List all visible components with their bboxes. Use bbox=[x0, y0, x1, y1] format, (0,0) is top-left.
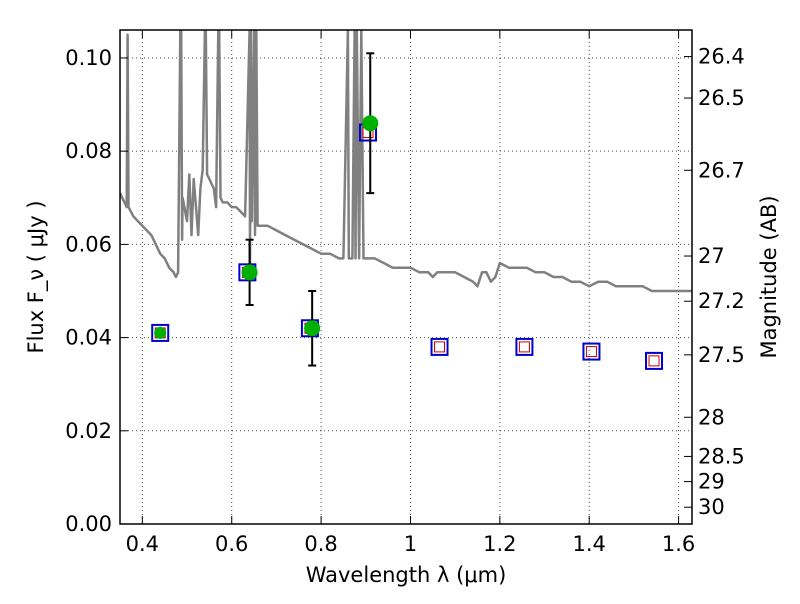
model-spectrum-line bbox=[120, 30, 692, 293]
plot-frame bbox=[119, 29, 693, 525]
model-band-marker bbox=[645, 351, 664, 370]
x-tick-label: 0.8 bbox=[304, 532, 337, 556]
right-tick-label: 28 bbox=[698, 405, 725, 429]
right-tick-label: 27 bbox=[698, 244, 725, 268]
model-band-inner-marker bbox=[648, 355, 660, 367]
observed-point bbox=[154, 326, 167, 339]
y-tick-label: 0.08 bbox=[65, 139, 112, 163]
y-tick-label: 0.00 bbox=[65, 512, 112, 536]
y-tick-label: 0.10 bbox=[65, 46, 112, 70]
x-tick-label: 1.2 bbox=[483, 532, 516, 556]
model-band-inner-marker bbox=[434, 341, 446, 353]
y-tick-label: 0.02 bbox=[65, 419, 112, 443]
right-axis-title: Magnitude (AB) bbox=[757, 195, 781, 358]
model-band-marker bbox=[430, 337, 449, 356]
right-tick-label: 26.5 bbox=[698, 86, 745, 110]
x-axis-title: Wavelength λ (μm) bbox=[306, 563, 507, 587]
y-tick-label: 0.06 bbox=[65, 232, 112, 256]
x-tick-label: 1.4 bbox=[573, 532, 606, 556]
model-band-marker bbox=[515, 337, 534, 356]
plot-area bbox=[120, 30, 692, 370]
y-axis-title: Flux F_ν ( μJy ) bbox=[24, 200, 49, 353]
right-tick-label: 28.5 bbox=[698, 444, 745, 468]
right-tick-label: 26.7 bbox=[698, 158, 745, 182]
axes: 0.4 0.6 0.8 1 1.2 1.4 1.6 0.00 0.02 0.04 0.06 0.08 0… bbox=[65, 30, 745, 556]
model-band-marker bbox=[582, 342, 601, 361]
right-tick-label: 27.5 bbox=[698, 343, 745, 367]
observed-point bbox=[362, 115, 379, 132]
model-band-marker bbox=[151, 323, 170, 342]
x-tick-label: 0.6 bbox=[215, 532, 248, 556]
x-tick-label: 0.4 bbox=[126, 532, 159, 556]
right-tick-label: 29 bbox=[698, 470, 725, 494]
observed-point bbox=[241, 264, 258, 281]
right-tick-label: 30 bbox=[698, 495, 725, 519]
model-band-inner-marker bbox=[518, 341, 530, 353]
right-tick-label: 26.4 bbox=[698, 45, 745, 69]
x-tick-label: 1.6 bbox=[662, 532, 695, 556]
right-tick-label: 27.2 bbox=[698, 289, 745, 313]
y-tick-label: 0.04 bbox=[65, 326, 112, 350]
observed-point bbox=[304, 320, 321, 337]
x-tick-label: 1 bbox=[404, 532, 417, 556]
model-band-inner-marker bbox=[585, 346, 597, 358]
